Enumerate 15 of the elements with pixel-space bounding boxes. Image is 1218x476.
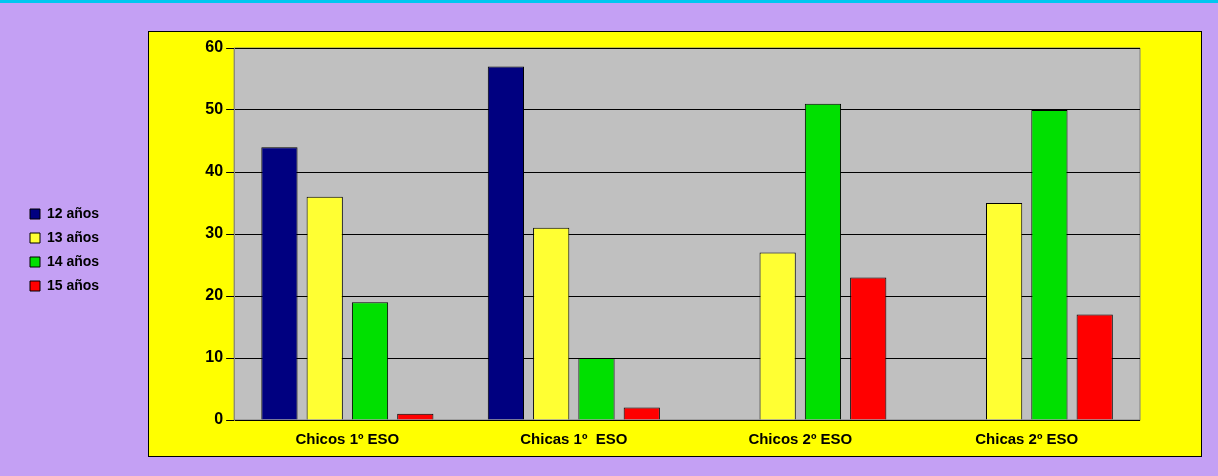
y-tick-label: 30 [205,224,224,242]
legend-label: 13 años [47,228,100,245]
legend-label: 12 años [47,204,100,221]
y-tick-label: 60 [205,38,224,56]
x-tick-label: Chicas 1º ESO [520,430,628,448]
legend-label: 14 años [47,252,100,269]
x-tick-label: Chicas 2º ESO [975,430,1079,448]
y-tick-label: 50 [205,100,224,118]
y-tick-label: 20 [205,286,224,304]
x-tick-label: Chicos 1º ESO [295,430,400,448]
legend-label: 15 años [47,276,100,293]
y-tick-label: 0 [214,410,224,428]
x-tick-label: Chicos 2º ESO [748,430,853,448]
y-tick-label: 40 [205,162,224,180]
y-tick-label: 10 [205,348,224,366]
